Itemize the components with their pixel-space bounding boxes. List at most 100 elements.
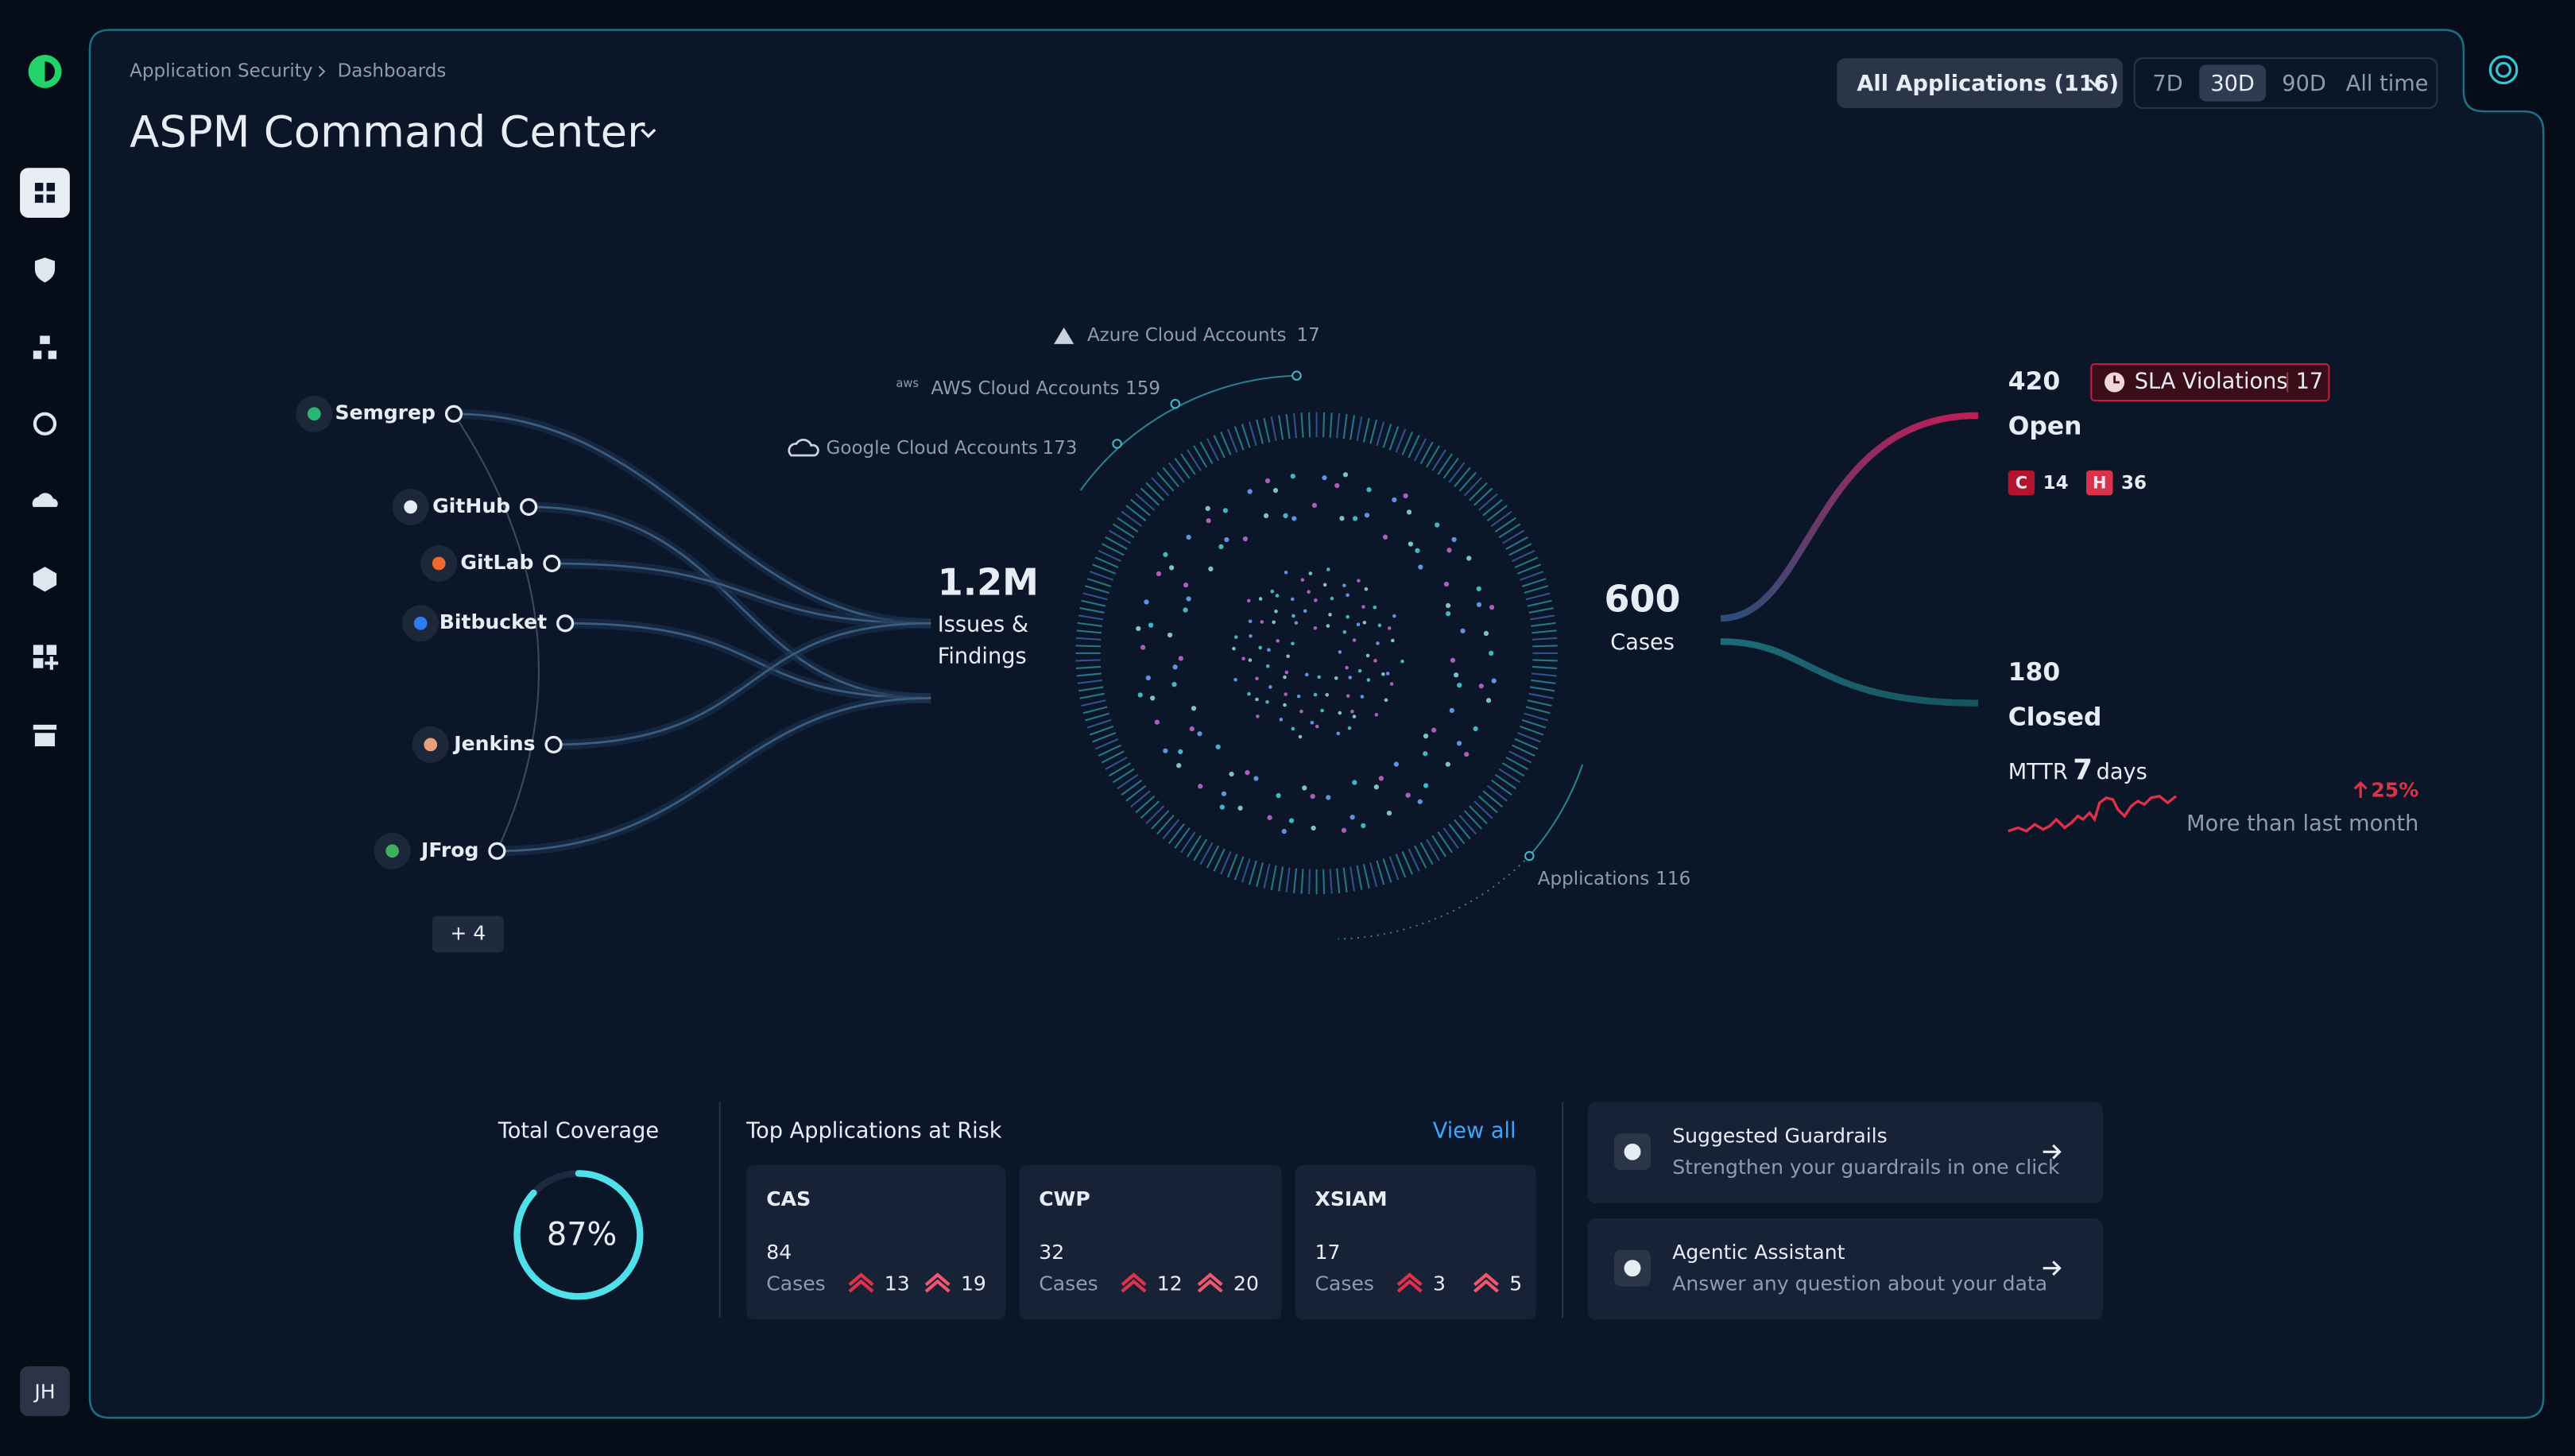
nav-topology[interactable] [33, 335, 57, 359]
ring-tick [1085, 712, 1109, 722]
source-name[interactable]: Bitbucket [439, 610, 547, 633]
mttr-unit: days [2097, 760, 2147, 784]
range-option[interactable]: 30D [2210, 72, 2255, 96]
source-node[interactable] [520, 498, 538, 516]
source-node[interactable] [556, 614, 575, 633]
ring-dot [1136, 625, 1141, 632]
arc-node [1170, 398, 1181, 409]
avatar[interactable] [20, 1366, 70, 1416]
action-card[interactable] [1587, 1102, 2103, 1204]
action-card[interactable] [1587, 1218, 2103, 1320]
ring-dot [1137, 692, 1143, 698]
ring-dot [1299, 709, 1303, 714]
source-name[interactable]: GitLab [460, 551, 533, 574]
assistant-button[interactable] [2488, 55, 2519, 85]
nav-apps[interactable] [33, 645, 59, 670]
ring-tick [1531, 629, 1557, 634]
ring-tick [1278, 866, 1284, 892]
ring-tick [1075, 645, 1101, 648]
range-option[interactable]: All time [2346, 72, 2429, 96]
ring-tick [1486, 505, 1508, 522]
action-subtitle: Strengthen your guardrails in one click [1672, 1156, 2060, 1179]
ring-dot [1242, 536, 1249, 542]
ring-dot [1219, 804, 1225, 810]
source-name[interactable]: Semgrep [335, 401, 436, 424]
app-selector[interactable] [1837, 58, 2124, 108]
ring-tick [1226, 428, 1238, 453]
ring-dot [1224, 536, 1229, 543]
ring-dot [1373, 784, 1379, 790]
mttr-sparkline [2008, 794, 2178, 833]
title-dropdown[interactable] [641, 128, 656, 138]
ring-dot [1222, 508, 1229, 513]
cases-label: Cases [1610, 630, 1675, 655]
ring-tick [1094, 556, 1119, 568]
ring-tick [1206, 438, 1220, 462]
range-option[interactable]: 90D [2282, 72, 2326, 96]
ring-tick [1473, 487, 1493, 506]
open-label: Open [2008, 412, 2082, 440]
nav-package[interactable] [33, 567, 57, 592]
ring-tick [1448, 823, 1466, 845]
ring-dot [1154, 719, 1160, 725]
breadcrumb-item[interactable]: Dashboards [338, 60, 447, 81]
source-node[interactable] [543, 554, 561, 573]
ring-tick [1531, 679, 1556, 684]
ring-tick [1145, 482, 1165, 501]
cloud-count: 17 [1297, 325, 1320, 346]
coverage-arc [513, 1170, 644, 1300]
source-name[interactable]: Jenkins [452, 732, 535, 755]
cloud-count: 159 [1125, 378, 1160, 399]
ring-tick [1094, 738, 1119, 750]
logo[interactable] [28, 55, 62, 88]
ring-tick [1401, 432, 1414, 455]
ring-tick [1105, 756, 1128, 770]
ring-tick [1256, 862, 1264, 887]
app-name: CAS [766, 1187, 811, 1210]
ring-tick [1270, 865, 1277, 890]
ring-dot [1294, 621, 1299, 625]
ring-dot [1148, 622, 1154, 628]
ring-dot [1373, 605, 1377, 610]
more-sources-button[interactable] [432, 916, 504, 953]
app-cases-label: Cases [1039, 1272, 1098, 1295]
ring-dot [1248, 619, 1253, 624]
source-flow [454, 412, 931, 625]
ring-tick [1482, 790, 1503, 807]
ring-dot [1290, 473, 1295, 479]
ring-dot [1400, 659, 1404, 664]
nav-cloud[interactable] [32, 493, 58, 507]
nav-marketplace[interactable] [33, 724, 57, 747]
nav-security[interactable] [34, 258, 56, 283]
source-icon-glyph [307, 407, 321, 421]
app-critical: 12 [1157, 1272, 1183, 1295]
ring-tick [1531, 665, 1558, 669]
ring-tick [1293, 868, 1298, 893]
source-name[interactable]: JFrog [420, 838, 478, 862]
ring-dot [1317, 675, 1321, 680]
source-node[interactable] [488, 842, 506, 860]
ring-tick [1081, 599, 1106, 607]
source-name[interactable]: GitHub [432, 494, 510, 517]
ring-tick [1285, 867, 1291, 893]
high-letter: H [2093, 474, 2107, 493]
view-all-link[interactable]: View all [1433, 1119, 1516, 1144]
app-card[interactable] [1295, 1165, 1536, 1320]
breadcrumb-item[interactable]: Application Security [130, 60, 312, 81]
source-node[interactable] [544, 735, 563, 753]
app-card[interactable] [746, 1165, 1006, 1320]
page-title[interactable]: ASPM Command Center [130, 107, 645, 157]
range-option[interactable]: 7D [2152, 72, 2182, 96]
ring-tick [1342, 413, 1348, 440]
issues-value: 1.2M [938, 561, 1039, 604]
app-selector-chevron [2089, 79, 2102, 87]
ring-dot [1264, 478, 1271, 484]
ring-tick [1135, 795, 1156, 814]
sla-badge[interactable] [2090, 362, 2330, 402]
ring-tick [1349, 866, 1356, 892]
nav-dashboard[interactable] [20, 168, 70, 218]
source-node[interactable] [444, 405, 463, 423]
ring-tick [1322, 412, 1326, 438]
ring-dot [1478, 683, 1484, 689]
nav-fingerprint[interactable] [33, 412, 57, 436]
